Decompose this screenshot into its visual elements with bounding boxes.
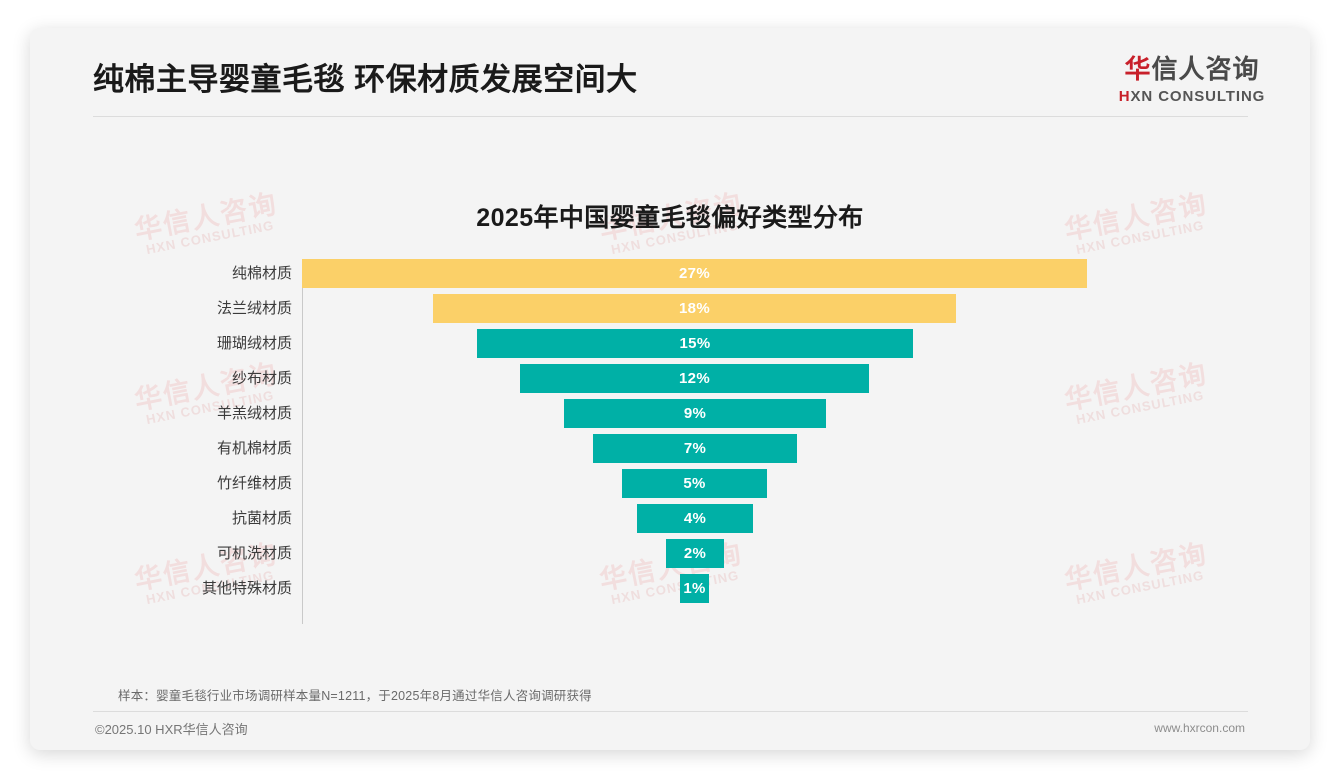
category-label: 其他特殊材质 xyxy=(201,580,292,597)
funnel-bar[interactable]: 18% xyxy=(433,294,956,323)
bar-value-label: 1% xyxy=(683,580,706,597)
bar-value-label: 4% xyxy=(683,510,707,527)
website-url[interactable]: www.hxrcon.com xyxy=(1154,721,1245,735)
category-label: 羊羔绒材质 xyxy=(216,405,292,422)
chart-title: 2025年中国婴童毛毯偏好类型分布 xyxy=(476,204,864,232)
category-label: 竹纤维材质 xyxy=(216,475,292,492)
chart-row: 纯棉材质 27% xyxy=(30,256,1310,291)
bar-value-label: 12% xyxy=(679,370,710,387)
category-label: 纯棉材质 xyxy=(231,265,292,282)
logo-en-accent-char: H xyxy=(1118,88,1131,105)
header-divider xyxy=(93,116,1248,117)
bar-value-label: 15% xyxy=(679,335,711,352)
page-title: 纯棉主导婴童毛毯 环保材质发展空间大 xyxy=(93,62,638,97)
funnel-bar[interactable]: 4% xyxy=(637,504,753,533)
chart-row: 其他特殊材质 1% xyxy=(30,571,1310,606)
logo-en-rest: XN CONSULTING xyxy=(1130,88,1266,105)
category-label: 抗菌材质 xyxy=(231,510,292,527)
chart-row: 珊瑚绒材质 15% xyxy=(30,326,1310,361)
funnel-bar[interactable]: 5% xyxy=(622,469,767,498)
funnel-bar[interactable]: 12% xyxy=(520,364,869,393)
logo-cn-rest: 信人咨询 xyxy=(1151,54,1260,84)
bar-value-label: 5% xyxy=(683,475,706,492)
funnel-bar[interactable]: 7% xyxy=(593,434,797,463)
chart-row: 可机洗材质 2% xyxy=(30,536,1310,571)
slide-card: 华信人咨询 HXN CONSULTING 华信人咨询 HXN CONSULTIN… xyxy=(30,28,1310,750)
funnel-bar[interactable]: 2% xyxy=(666,539,724,568)
chart-row: 竹纤维材质 5% xyxy=(30,466,1310,501)
category-label: 珊瑚绒材质 xyxy=(216,335,292,352)
bar-value-label: 2% xyxy=(683,545,707,562)
category-label: 可机洗材质 xyxy=(216,545,292,562)
bar-value-label: 7% xyxy=(683,440,707,457)
chart-row: 抗菌材质 4% xyxy=(30,501,1310,536)
brand-logo: 华信人咨询 HXN CONSULTING xyxy=(1116,56,1268,104)
source-note: 样本：婴童毛毯行业市场调研样本量N=1211，于2025年8月通过华信人咨询调研… xyxy=(118,689,592,703)
chart-row: 有机棉材质 7% xyxy=(30,431,1310,466)
chart-axis-line xyxy=(302,266,303,624)
footer-divider xyxy=(93,711,1248,712)
copyright-text: ©2025.10 HXR华信人咨询 xyxy=(95,722,248,737)
bar-value-label: 9% xyxy=(683,405,707,422)
bar-value-label: 27% xyxy=(679,265,710,282)
category-label: 法兰绒材质 xyxy=(216,300,292,317)
category-label: 纱布材质 xyxy=(231,370,292,387)
logo-cn-accent-char: 华 xyxy=(1124,54,1152,84)
logo-english-text: HXN CONSULTING xyxy=(1116,89,1268,104)
chart-row: 法兰绒材质 18% xyxy=(30,291,1310,326)
chart-row: 纱布材质 12% xyxy=(30,361,1310,396)
funnel-bar[interactable]: 27% xyxy=(302,259,1087,288)
category-label: 有机棉材质 xyxy=(216,440,292,457)
funnel-bar[interactable]: 9% xyxy=(564,399,826,428)
funnel-chart: 纯棉材质 27% 法兰绒材质 18% 珊瑚绒材质 15% 纱布材质 12% 羊羔绒材质 9% 有机棉… xyxy=(30,256,1310,656)
bar-value-label: 18% xyxy=(679,300,710,317)
chart-row: 羊羔绒材质 9% xyxy=(30,396,1310,431)
slide-header: 纯棉主导婴童毛毯 环保材质发展空间大 华信人咨询 HXN CONSULTING xyxy=(30,28,1310,121)
funnel-bar[interactable]: 1% xyxy=(680,574,709,603)
funnel-bar[interactable]: 15% xyxy=(477,329,913,358)
logo-chinese-text: 华信人咨询 xyxy=(1116,56,1268,82)
